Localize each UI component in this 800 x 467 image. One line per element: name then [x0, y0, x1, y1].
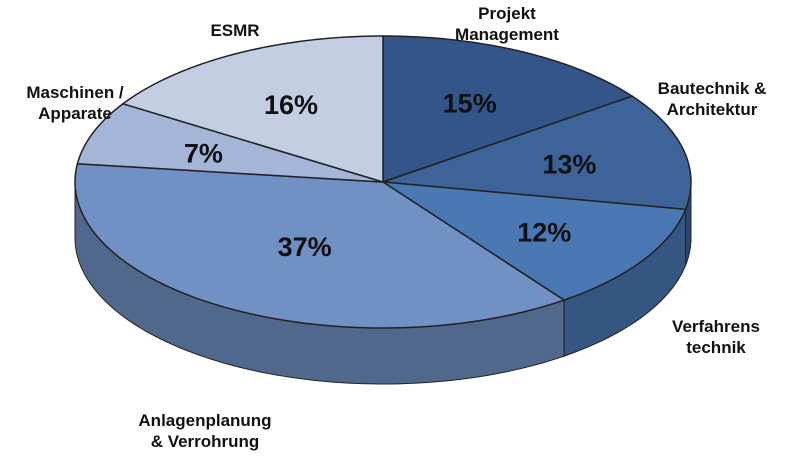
slice	[382, 181, 687, 301]
slice	[382, 95, 692, 211]
value-label: 13%	[542, 149, 596, 179]
value-label: 15%	[443, 88, 497, 118]
category-label: Maschinen / Apparate	[26, 83, 124, 123]
slice	[382, 35, 634, 184]
value-label: 7%	[184, 138, 223, 168]
value-label: 12%	[517, 218, 571, 248]
category-label: Anlagenplanung & Verrohrung	[138, 411, 272, 451]
slice	[76, 102, 384, 183]
value-label: 37%	[278, 232, 332, 262]
slice	[121, 35, 384, 184]
slice	[74, 162, 566, 329]
category-label: ESMR	[210, 21, 260, 40]
category-label: Bautechnik & Architektur	[657, 79, 767, 119]
category-label: Projekt Management	[455, 4, 559, 44]
category-label: Verfahrens technik	[672, 317, 760, 357]
value-label: 16%	[264, 90, 318, 120]
